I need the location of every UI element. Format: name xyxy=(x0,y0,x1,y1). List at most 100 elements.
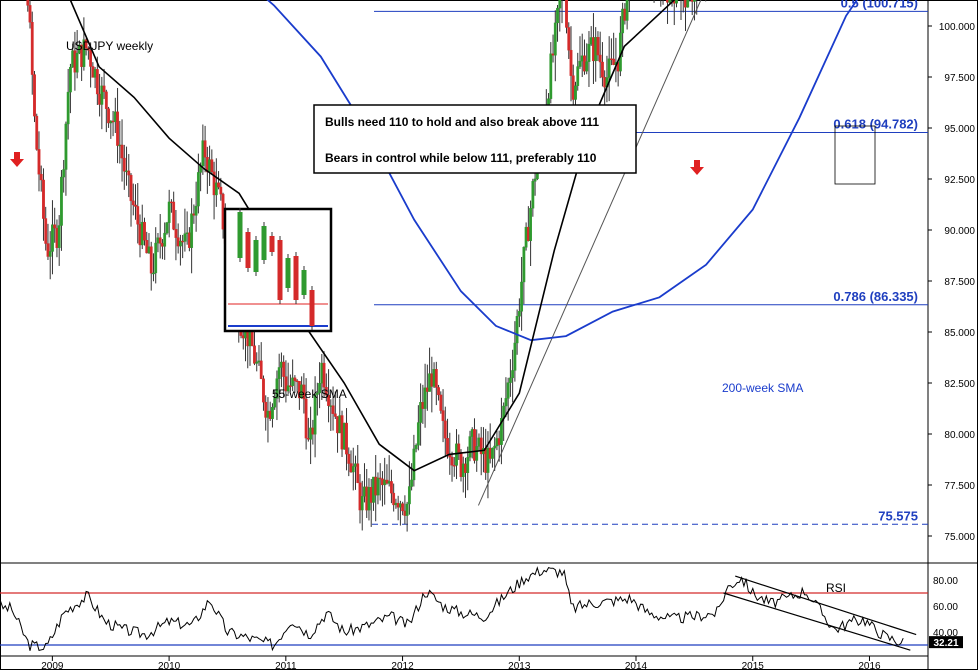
candle-body xyxy=(508,377,512,383)
candle-body xyxy=(621,8,625,34)
candle-body xyxy=(152,272,155,275)
candle xyxy=(167,189,171,238)
candle-body xyxy=(187,232,191,248)
candle-body xyxy=(401,503,405,512)
candle xyxy=(333,391,337,420)
candle-body xyxy=(95,69,99,95)
candle-body xyxy=(381,478,384,486)
bulls-annotation: Bulls need 110 to hold and also break ab… xyxy=(325,115,599,129)
inset-candle xyxy=(293,252,299,304)
candle-body xyxy=(625,0,629,21)
candle xyxy=(565,0,568,34)
candle-body xyxy=(358,482,362,511)
candle-body xyxy=(89,50,93,67)
candle xyxy=(190,198,194,274)
fib-level-label: 0.786 (86.335) xyxy=(833,289,918,304)
candle-body xyxy=(383,479,387,486)
candle-body xyxy=(282,361,286,377)
rsi-channel-line xyxy=(735,575,917,636)
candle xyxy=(127,154,131,198)
candle-body xyxy=(405,503,409,516)
candle xyxy=(84,38,88,56)
candle xyxy=(517,298,521,328)
candle-body xyxy=(277,367,281,379)
candle xyxy=(44,206,48,251)
candle-body xyxy=(329,405,333,407)
candle-body xyxy=(125,170,128,173)
candle-body xyxy=(378,477,382,480)
candle-body xyxy=(506,382,510,399)
candle-body xyxy=(571,75,575,100)
candle-body xyxy=(569,49,573,76)
candle xyxy=(86,46,90,60)
candle-body xyxy=(136,206,140,225)
candle-body xyxy=(154,242,158,274)
arrow-head xyxy=(690,167,704,175)
candle-body xyxy=(345,422,348,455)
candle xyxy=(82,17,86,71)
time-tick-label: 2009 xyxy=(41,661,64,670)
candle-body xyxy=(331,405,335,414)
sma200-label: 200-week SMA xyxy=(722,381,803,395)
candle xyxy=(129,173,133,227)
candle-body xyxy=(430,373,434,387)
rsi-line xyxy=(0,566,904,652)
candle-body xyxy=(612,58,616,65)
candle-body xyxy=(529,208,532,242)
candle xyxy=(457,434,461,460)
candle xyxy=(75,30,79,79)
candle-body xyxy=(210,159,214,172)
rsi-channel-line xyxy=(723,592,911,651)
inset-candle-body xyxy=(261,226,267,260)
candle-body xyxy=(354,463,357,467)
candle-body xyxy=(500,418,503,445)
inset-candle-body xyxy=(277,240,283,300)
candle-body xyxy=(515,316,519,344)
candle-body xyxy=(28,5,32,23)
candle-body xyxy=(322,362,326,388)
chart-title: USDJPY weekly xyxy=(66,39,153,53)
candle-body xyxy=(524,226,528,248)
candle-body xyxy=(511,370,515,379)
candle-body xyxy=(275,378,279,399)
candle-body xyxy=(672,0,676,4)
candle xyxy=(163,222,167,260)
candle xyxy=(331,386,335,431)
candle xyxy=(504,377,508,418)
candle xyxy=(439,391,443,414)
candle-body xyxy=(291,377,295,386)
price-tick-label: 85.000 xyxy=(944,328,975,339)
candle xyxy=(51,200,54,275)
arrow-head xyxy=(10,159,24,167)
candle xyxy=(264,395,268,431)
candle-body xyxy=(441,410,445,422)
candle-body xyxy=(574,85,577,100)
candle xyxy=(443,406,447,457)
candle xyxy=(671,0,673,7)
candle xyxy=(282,355,286,398)
inset-candle-body xyxy=(269,236,275,252)
candle xyxy=(625,0,629,30)
candle xyxy=(459,449,463,482)
candle xyxy=(262,375,265,411)
candle-body xyxy=(51,224,54,252)
sma200-line xyxy=(266,0,859,342)
candle xyxy=(486,431,490,499)
candle xyxy=(682,0,684,13)
candle-body xyxy=(194,205,198,216)
candle-body xyxy=(598,54,602,63)
candle-body xyxy=(107,108,110,124)
candle xyxy=(515,309,519,355)
arrow-shaft xyxy=(694,160,700,167)
candle-body xyxy=(64,123,68,170)
candle-body xyxy=(549,53,553,99)
candle-body xyxy=(416,422,420,446)
candle xyxy=(104,89,108,133)
candle-body xyxy=(55,227,59,248)
candle-body xyxy=(71,50,75,68)
candle-body xyxy=(30,22,34,75)
time-tick-label: 2016 xyxy=(858,661,881,670)
candle-body xyxy=(91,66,95,78)
candle xyxy=(165,221,169,235)
